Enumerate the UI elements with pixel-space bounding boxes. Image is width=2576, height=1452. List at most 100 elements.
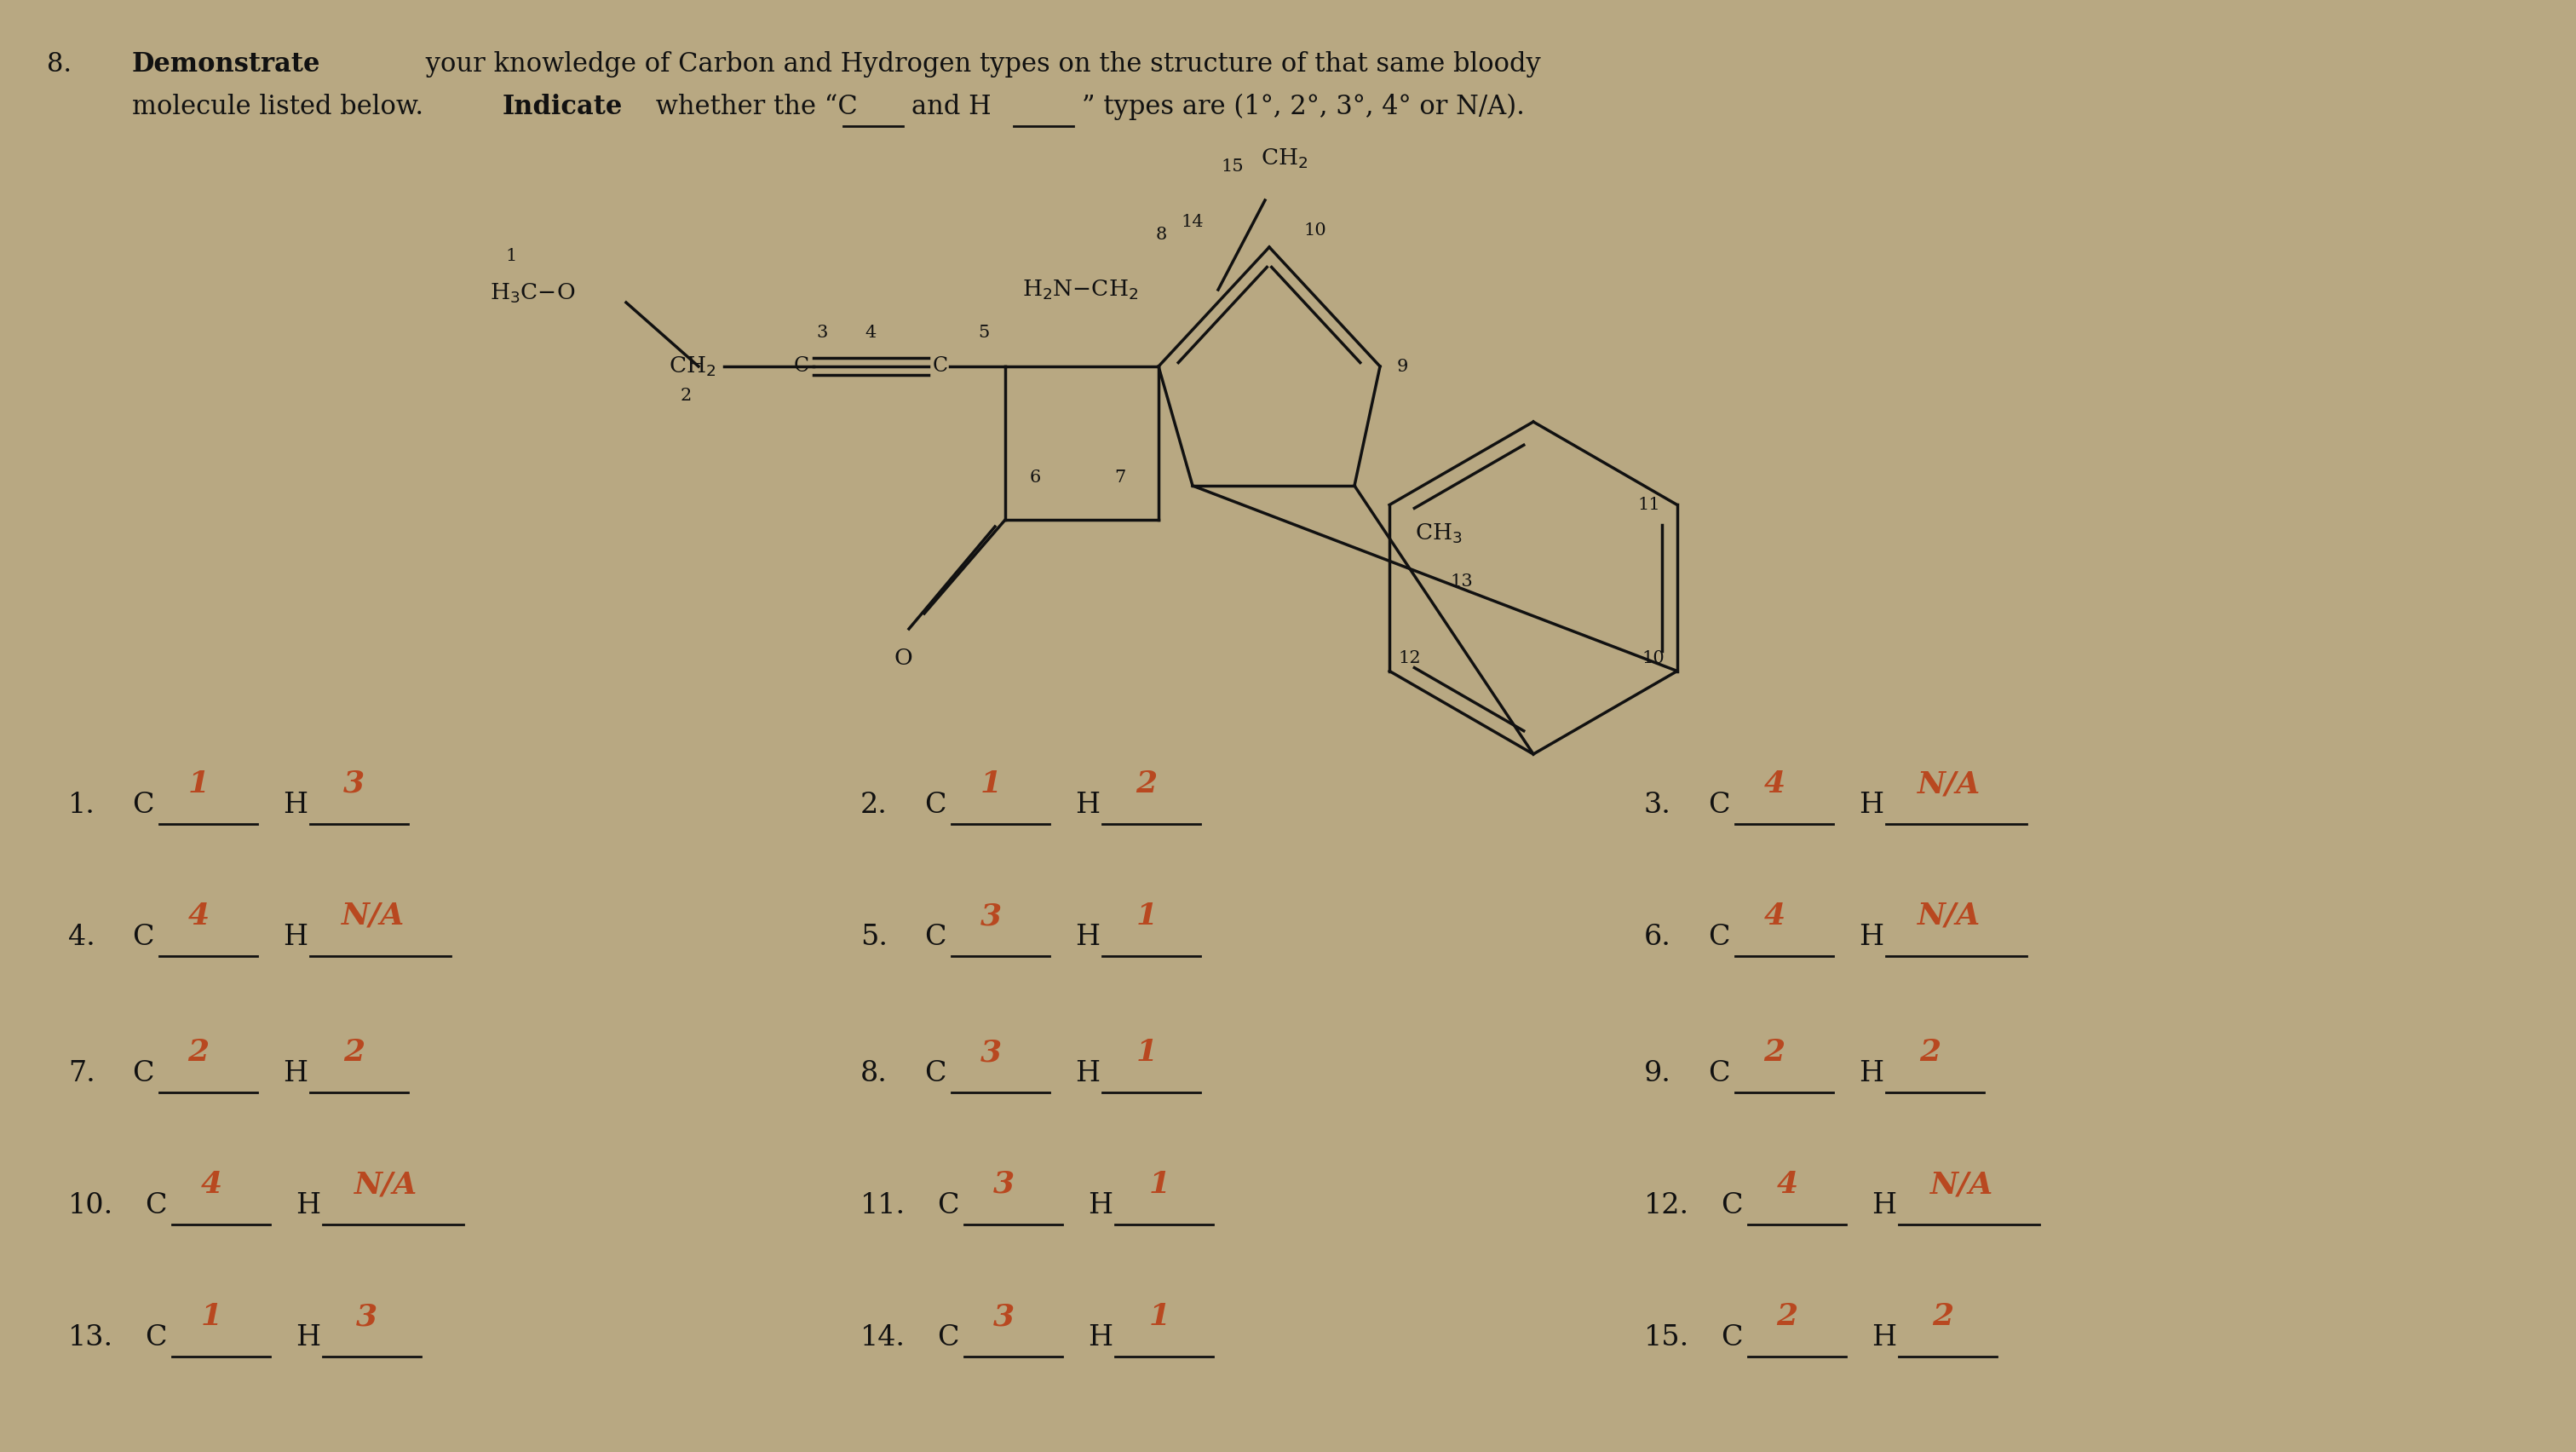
Text: C: C	[933, 357, 948, 376]
Text: C: C	[1721, 1324, 1741, 1352]
Text: C: C	[925, 791, 945, 819]
Text: 2: 2	[1932, 1302, 1953, 1331]
Text: 1: 1	[1136, 1038, 1157, 1067]
Text: N/A: N/A	[343, 902, 404, 931]
Text: C: C	[1721, 1192, 1741, 1220]
Text: 1: 1	[1149, 1170, 1170, 1199]
Text: 4: 4	[188, 902, 209, 931]
Text: C: C	[938, 1192, 958, 1220]
Text: 13: 13	[1450, 574, 1473, 590]
Text: H: H	[283, 923, 307, 951]
Text: N/A: N/A	[1917, 902, 1981, 931]
Text: H$_2$N$-$CH$_2$: H$_2$N$-$CH$_2$	[1023, 277, 1139, 302]
Text: 10: 10	[1641, 650, 1664, 666]
Text: 1: 1	[201, 1302, 222, 1331]
Text: 5.: 5.	[860, 923, 889, 951]
Text: 15.: 15.	[1643, 1324, 1690, 1352]
Text: H: H	[1074, 923, 1100, 951]
Text: 4: 4	[1777, 1170, 1798, 1199]
Text: 11.: 11.	[860, 1192, 907, 1220]
Text: 11: 11	[1638, 497, 1659, 513]
Text: C: C	[1708, 923, 1728, 951]
Text: 1: 1	[188, 770, 209, 799]
Text: C: C	[938, 1324, 958, 1352]
Text: CH$_2$: CH$_2$	[670, 354, 716, 378]
Text: 10: 10	[1303, 222, 1327, 238]
Text: C: C	[1708, 791, 1728, 819]
Text: 3: 3	[817, 325, 827, 341]
Text: H: H	[1860, 923, 1883, 951]
Text: H: H	[1074, 791, 1100, 819]
Text: 12.: 12.	[1643, 1192, 1690, 1220]
Text: 1.: 1.	[67, 791, 95, 819]
Text: 1: 1	[1149, 1302, 1170, 1331]
Text: 3: 3	[979, 1038, 1002, 1067]
Text: 1: 1	[979, 770, 1002, 799]
Text: whether the “C: whether the “C	[647, 94, 858, 121]
Text: 6: 6	[1030, 469, 1041, 485]
Text: 14: 14	[1182, 213, 1203, 229]
Text: 5: 5	[979, 325, 989, 341]
Text: 13.: 13.	[67, 1324, 113, 1352]
Text: H: H	[1087, 1324, 1113, 1352]
Text: 3: 3	[992, 1170, 1015, 1199]
Text: 3: 3	[343, 770, 366, 799]
Text: your knowledge of Carbon and Hydrogen types on the structure of that same bloody: your knowledge of Carbon and Hydrogen ty…	[417, 51, 1540, 77]
Text: Indicate: Indicate	[502, 94, 623, 121]
Text: 4: 4	[1765, 902, 1785, 931]
Text: 3: 3	[355, 1302, 379, 1331]
Text: C: C	[131, 791, 155, 819]
Text: C: C	[144, 1324, 167, 1352]
Text: 4.: 4.	[67, 923, 95, 951]
Text: CH$_2$: CH$_2$	[1260, 147, 1309, 170]
Text: 2.: 2.	[860, 791, 889, 819]
Text: N/A: N/A	[1917, 770, 1981, 799]
Text: and H: and H	[912, 94, 992, 121]
Text: 2: 2	[1777, 1302, 1798, 1331]
Text: 7.: 7.	[67, 1060, 95, 1088]
Text: 15: 15	[1221, 158, 1244, 174]
Text: 2: 2	[188, 1038, 209, 1067]
Text: H: H	[1873, 1192, 1896, 1220]
Text: 2: 2	[680, 388, 690, 404]
Text: 1: 1	[505, 248, 518, 264]
Text: H: H	[296, 1324, 319, 1352]
Text: C: C	[131, 1060, 155, 1088]
Text: 4: 4	[201, 1170, 222, 1199]
Text: 9.: 9.	[1643, 1060, 1672, 1088]
Text: 4: 4	[1765, 770, 1785, 799]
Text: 14.: 14.	[860, 1324, 907, 1352]
Text: H: H	[1873, 1324, 1896, 1352]
Text: H: H	[1074, 1060, 1100, 1088]
Text: H: H	[1860, 791, 1883, 819]
Text: 12: 12	[1399, 650, 1422, 666]
Text: 6.: 6.	[1643, 923, 1672, 951]
Text: C: C	[1708, 1060, 1728, 1088]
Text: C: C	[144, 1192, 167, 1220]
Text: H$_3$C$-$O: H$_3$C$-$O	[489, 282, 574, 305]
Text: CH$_3$: CH$_3$	[1414, 521, 1463, 546]
Text: C: C	[925, 1060, 945, 1088]
Text: N/A: N/A	[355, 1170, 417, 1199]
Text: Demonstrate: Demonstrate	[131, 51, 322, 77]
Text: C: C	[131, 923, 155, 951]
Text: 10.: 10.	[67, 1192, 113, 1220]
Text: 8.: 8.	[860, 1060, 889, 1088]
Text: ” types are (1°, 2°, 3°, 4° or N/A).: ” types are (1°, 2°, 3°, 4° or N/A).	[1082, 94, 1525, 121]
Text: 1: 1	[1136, 902, 1157, 931]
Text: H: H	[283, 791, 307, 819]
Text: H: H	[1860, 1060, 1883, 1088]
Text: 2: 2	[343, 1038, 366, 1067]
Text: 8.: 8.	[46, 51, 72, 77]
Text: C: C	[925, 923, 945, 951]
Text: 4: 4	[866, 325, 876, 341]
Text: 3.: 3.	[1643, 791, 1672, 819]
Text: H: H	[296, 1192, 319, 1220]
Text: molecule listed below.: molecule listed below.	[131, 94, 440, 121]
Text: H: H	[283, 1060, 307, 1088]
Text: 7: 7	[1115, 469, 1126, 485]
Text: 9: 9	[1396, 359, 1409, 375]
Text: 2: 2	[1136, 770, 1157, 799]
Text: 2: 2	[1919, 1038, 1940, 1067]
Text: H: H	[1087, 1192, 1113, 1220]
